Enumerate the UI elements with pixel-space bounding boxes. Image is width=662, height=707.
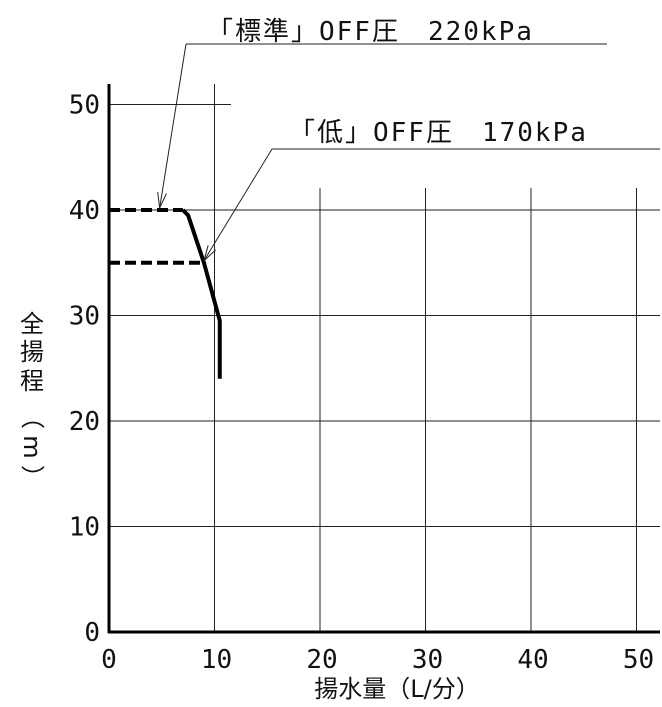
- x-tick-label: 10: [201, 645, 232, 675]
- tick-labels: 0 10 20 30 40 50 0 10 20 30 40 50: [69, 91, 654, 676]
- y-axis-label-char: 揚: [20, 338, 44, 366]
- annotation-label: 「標準」OFF圧 220kPa: [207, 17, 534, 47]
- y-axis-label-char: m: [18, 435, 46, 458]
- y-axis-label-char: 全: [20, 310, 44, 338]
- annotation-arrowhead: [157, 192, 167, 210]
- x-tick-label: 30: [412, 645, 443, 675]
- y-tick-label: 30: [69, 302, 100, 332]
- y-tick-label: 50: [69, 91, 100, 121]
- annotation-leader-line: [159, 43, 187, 209]
- grid-lines: [109, 84, 660, 632]
- annotations: 「標準」OFF圧 220kPa 「低」OFF圧 170kPa: [157, 17, 660, 263]
- x-axis-label: 揚水量（L/分）: [314, 675, 479, 703]
- y-axis-label-char: 程: [20, 367, 44, 395]
- series-layer: [109, 208, 222, 379]
- y-tick-label: 10: [69, 513, 100, 543]
- annotation-leader-line: [203, 148, 273, 262]
- y-axis-label: 全揚程 （ m ）: [18, 310, 46, 489]
- y-tick-label: 40: [69, 196, 100, 226]
- performance-curve: [181, 208, 222, 379]
- x-tick-label: 20: [306, 645, 337, 675]
- y-tick-label: 20: [69, 407, 100, 437]
- annotation-arrowhead: [203, 245, 217, 263]
- y-axis-label-char: （: [18, 405, 46, 429]
- x-tick-label: 0: [101, 645, 117, 675]
- y-tick-label: 0: [84, 618, 100, 648]
- x-tick-label: 50: [623, 645, 654, 675]
- x-tick-label: 40: [517, 645, 548, 675]
- annotation-label: 「低」OFF圧 170kPa: [289, 118, 588, 148]
- y-axis-label-char: ）: [18, 465, 46, 489]
- axes: [107, 84, 660, 634]
